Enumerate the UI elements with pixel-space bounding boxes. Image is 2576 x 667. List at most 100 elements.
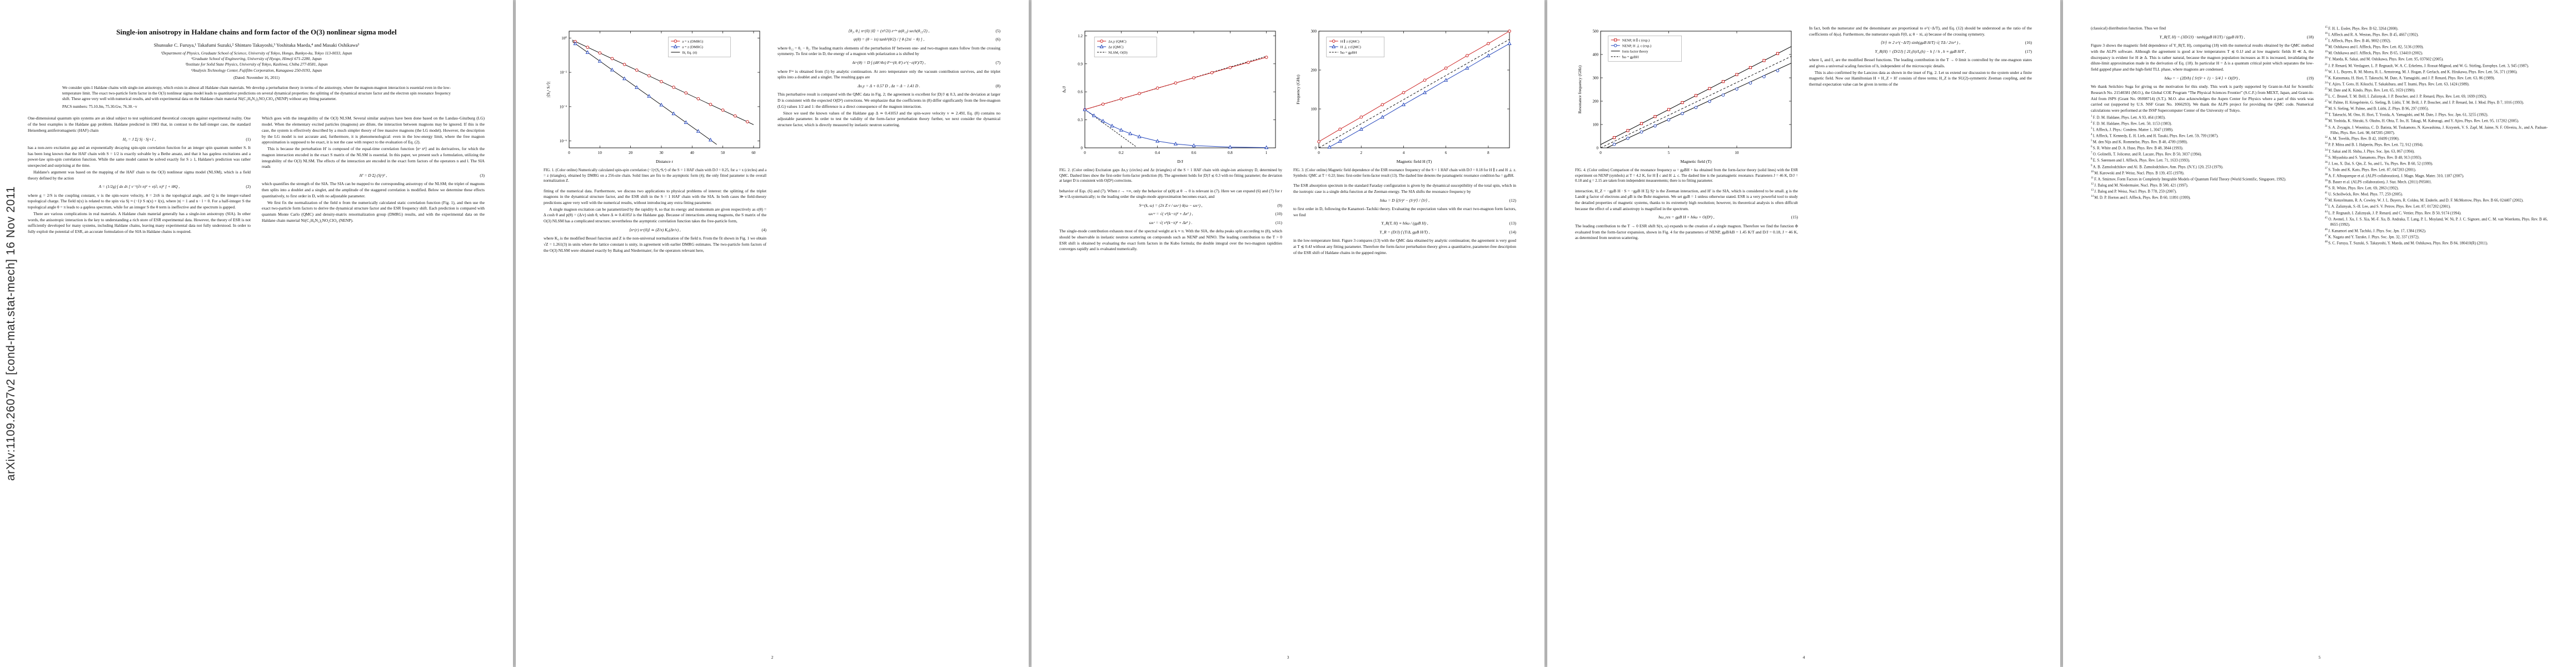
svg-text:0: 0 — [1318, 151, 1320, 155]
svg-text:10⁻⁶: 10⁻⁶ — [560, 139, 567, 143]
paragraph: There are various complications in real … — [28, 211, 251, 235]
svg-text:10⁻⁴: 10⁻⁴ — [560, 104, 567, 109]
svg-text:2: 2 — [1360, 151, 1362, 155]
equation: Sᵃᵃ(k, ω) = (2π Z v / ωₖᵃ) δ(ω − ωₖᵃ) ,(… — [1139, 203, 1282, 208]
reference-item: 37 S. Todo and K. Kato, Phys. Rev. Lett.… — [2325, 167, 2416, 172]
reference-item: 48 S. C. Furuya, T. Suzuki, S. Takayoshi… — [2325, 240, 2488, 245]
paragraph: which quantifies the strength of the SIA… — [262, 181, 485, 198]
reference-item: 11 F. A. Smirnov, Form Factors in Comple… — [2091, 176, 2286, 182]
page-3-left-column: 0 0.2 0.4 0.6 0.8 1 0 0.3 0.6 0.9 1.2 D/J Δₐ/J Δx,y (… — [1059, 26, 1282, 256]
svg-text:300: 300 — [1311, 29, 1317, 34]
svg-text:D/J: D/J — [1177, 159, 1183, 164]
svg-text:100: 100 — [1593, 123, 1599, 127]
paragraph: has a non-zero excitation gap and an exp… — [28, 145, 251, 168]
svg-text:1: 1 — [1265, 151, 1268, 155]
affiliation-1: ¹Department of Physics, Graduate School … — [161, 50, 352, 56]
front-matter: Single-ion anisotropy in Haldane chains … — [28, 28, 485, 80]
svg-text:0: 0 — [1084, 151, 1086, 155]
page-2-right-column: ⟨θ₂, θ₁| nᵃ(0) |0⟩ = (π³/2i) εᵃᵇᶜ ψ(θ₁₂)… — [778, 26, 1000, 255]
equation: A = (1/2g) ∫ dx dτ [ v⁻¹(∂τ n)² + v(∂ₓ n… — [98, 184, 251, 190]
page-4: 0 5 10 0 100 200 300 400 500 Magnetic field (T) Re… — [1547, 0, 2060, 667]
dated-line: (Dated: November 16, 2011) — [233, 75, 280, 80]
figure-4: 0 5 10 0 100 200 300 400 500 Magnetic field (T) Re… — [1575, 27, 1798, 184]
reference-item: 36 J. Lou, X. Dai, S. Qin, Z. Su, and L.… — [2325, 161, 2433, 166]
svg-text:NENP, H ⊥ c (exp.): NENP, H ⊥ c (exp.) — [1622, 44, 1652, 48]
reference-item: 15 F. H. L. Essler, Phys. Rev. B 62, 326… — [2325, 26, 2399, 31]
paragraph: to first order in D, following the Kanam… — [1293, 206, 1516, 217]
svg-text:60: 60 — [751, 151, 756, 155]
svg-text:8: 8 — [1487, 151, 1489, 155]
svg-text:10⁰: 10⁰ — [561, 36, 567, 41]
paragraph: This is because the perturbation H′ is c… — [262, 146, 485, 170]
pacs-line: PACS numbers: 75.10.Jm, 75.30.Gw, 76.30.… — [62, 104, 137, 109]
equation: ħδω = − (2D/ħ) ⟨ Sᶻ(Sᶻ + 1) − 5/4 ⟩ + O(… — [2164, 75, 2314, 81]
svg-text:1.2: 1.2 — [1078, 34, 1083, 38]
svg-text:0.2: 0.2 — [1119, 151, 1124, 155]
svg-text:H ⊥ z (QMC): H ⊥ z (QMC) — [1341, 46, 1361, 49]
svg-text:0: 0 — [1600, 151, 1602, 155]
page-3: 0 0.2 0.4 0.6 0.8 1 0 0.3 0.6 0.9 1.2 D/J Δₐ/J Δx,y (… — [1032, 0, 1544, 667]
reference-item: 25 M. Date and K. Kindo, Phys. Rev. Lett… — [2325, 87, 2415, 93]
equation: ωₖᶻ = √( v²(k−π)² + Δz² ) . (11) — [1149, 220, 1282, 225]
svg-text:5: 5 — [1668, 151, 1670, 155]
paragraph: Since we used the known values of the Ha… — [778, 110, 1000, 128]
svg-text:20: 20 — [629, 151, 633, 155]
reference-item: 29 T. Takeuchi, M. Ono, H. Hori, T. Yosi… — [2325, 112, 2489, 117]
page-3-right-column: 0 2 4 6 8 0 100 200 300 Magnetic field H (T) Frequ… — [1293, 26, 1516, 256]
reference-item: 32 A. M. Tsvelik, Phys. Rev. B 42, 10499… — [2325, 136, 2400, 141]
reference-item: 12 J. Balog and M. Niedermaier, Nucl. Ph… — [2091, 182, 2189, 188]
reference-item: 40 S. R. White, Phys. Rev. Lett. 69, 286… — [2325, 186, 2399, 191]
reference-item: 31 S. A. Zvyagin, J. Wosnitza, C. D. Bat… — [2325, 125, 2548, 135]
equation: H₀ = J Σj Sj · Sj+1 , (1) — [122, 136, 251, 142]
paper-title: Single-ion anisotropy in Haldane chains … — [116, 28, 397, 36]
reference-item: 41 U. Schollwöck, Rev. Mod. Phys. 77, 25… — [2325, 192, 2403, 197]
paragraph: where Fᵃᵃ is obtained from (5) by analyt… — [778, 68, 1000, 80]
svg-text:0: 0 — [1315, 146, 1317, 151]
page-5-left-column: (classical) distribution function. Thus … — [2091, 26, 2314, 246]
equation: Y_R(T, H) = (3D/2J) · tanh(gμB H/2T) / (… — [2159, 34, 2314, 39]
equation: ħω_res = gμB H + ħδω + O(D²) , (15) — [1658, 215, 1798, 220]
paragraph: where K₀ is the modified Bessel function… — [544, 236, 766, 253]
svg-text:0.9: 0.9 — [1078, 62, 1083, 66]
reference-item: 5 M. den Nijs and K. Rommelse, Phys. Rev… — [2091, 140, 2188, 145]
paragraph: fitting of the numerical data. Furthermo… — [544, 188, 766, 206]
figure-3-caption: FIG. 3. (Color online) Magnetic field de… — [1293, 168, 1516, 178]
svg-text:0: 0 — [1597, 146, 1599, 151]
svg-text:ħω = gμBH: ħω = gμBH — [1341, 51, 1357, 55]
reference-item: 38 A. F. Albuquerque et al. (ALPS collab… — [2325, 173, 2464, 178]
svg-text:10: 10 — [1735, 151, 1740, 155]
figure-3-chart: 0 2 4 6 8 0 100 200 300 Magnetic field H (T) Frequ… — [1293, 27, 1516, 166]
svg-text:300: 300 — [1593, 76, 1599, 81]
reference-item: 44 L. P. Regnault, I. Zaliznyak, J. P. R… — [2325, 210, 2462, 215]
svg-text:100: 100 — [1311, 107, 1317, 112]
reference-item: 17 I. Affleck, Phys. Rev. B 46, 9002 (19… — [2325, 38, 2391, 43]
reference-item: 19 M. Oshikawa and I. Affleck, Phys. Rev… — [2325, 51, 2423, 56]
svg-text:a = x (DMRG): a = x (DMRG) — [682, 40, 703, 44]
reference-item: 6 S. R. White and D. A. Huse, Phys. Rev.… — [2091, 146, 2184, 151]
affiliation-3: ³Institute for Solid State Physics, Univ… — [185, 62, 328, 67]
page-1: arXiv:1109.2607v2 [cond-mat.stat-mech] 1… — [0, 0, 513, 667]
svg-text:0.8: 0.8 — [1228, 151, 1233, 155]
svg-text:0: 0 — [568, 151, 570, 155]
reference-item: 35 S. Miyashita and S. Yamamoto, Phys. R… — [2325, 155, 2422, 160]
figure-1: 0 10 20 30 40 50 60 10⁰ 10⁻² 10⁻⁴ 10⁻⁶ Distance r |⟨… — [544, 27, 766, 184]
equation: Δx,y = Δ + 0.57 D , Δz = Δ − 1.41 D . (8) — [858, 83, 1000, 89]
reference-item: 30 M. Yoshida, K. Shiraki, S. Okubo, H. … — [2325, 118, 2519, 123]
svg-text:Magnetic field H (T): Magnetic field H (T) — [1397, 159, 1432, 164]
reference-item: 9 A. B. Zamolodchikov and Al. B. Zamolod… — [2091, 164, 2224, 169]
reference-item: 34 T. Sakai and H. Shiba, J. Phys. Soc. … — [2325, 148, 2415, 153]
svg-text:0.6: 0.6 — [1192, 151, 1197, 155]
equation: ωₖˣʸ = √( v²(k−π)² + Δx² ) , (10) — [1148, 211, 1282, 217]
paragraph: This is also confirmed by the Lanczos da… — [1809, 69, 2032, 87]
svg-text:200: 200 — [1593, 99, 1599, 104]
reference-item: 47 K. Nagata and Y. Tazuke, J. Phys. Soc… — [2325, 234, 2420, 239]
reference-item: 28 M. S. Sieling, W. Palme, and B. Lüthi… — [2325, 106, 2429, 111]
equation: ⟨θ₂, θ₁| nᵃ(0) |0⟩ = (π³/2i) εᵃᵇᶜ ψ(θ₁₂)… — [848, 28, 1000, 33]
figure-2: 0 0.2 0.4 0.6 0.8 1 0 0.3 0.6 0.9 1.2 D/J Δₐ/J Δx,y (… — [1059, 27, 1282, 184]
svg-text:Δₐ/J: Δₐ/J — [1062, 86, 1067, 93]
equation: ⟨Sᶻ⟩ ≃ 2 e^(−Δ/T) sinh(gμB H/T) √( TΔ / … — [1880, 40, 2032, 46]
page-1-left-column: One-dimensional quantum spin systems are… — [28, 116, 251, 235]
reference-item: 8 E. S. Sørensen and I. Affleck, Phys. R… — [2091, 158, 2190, 163]
